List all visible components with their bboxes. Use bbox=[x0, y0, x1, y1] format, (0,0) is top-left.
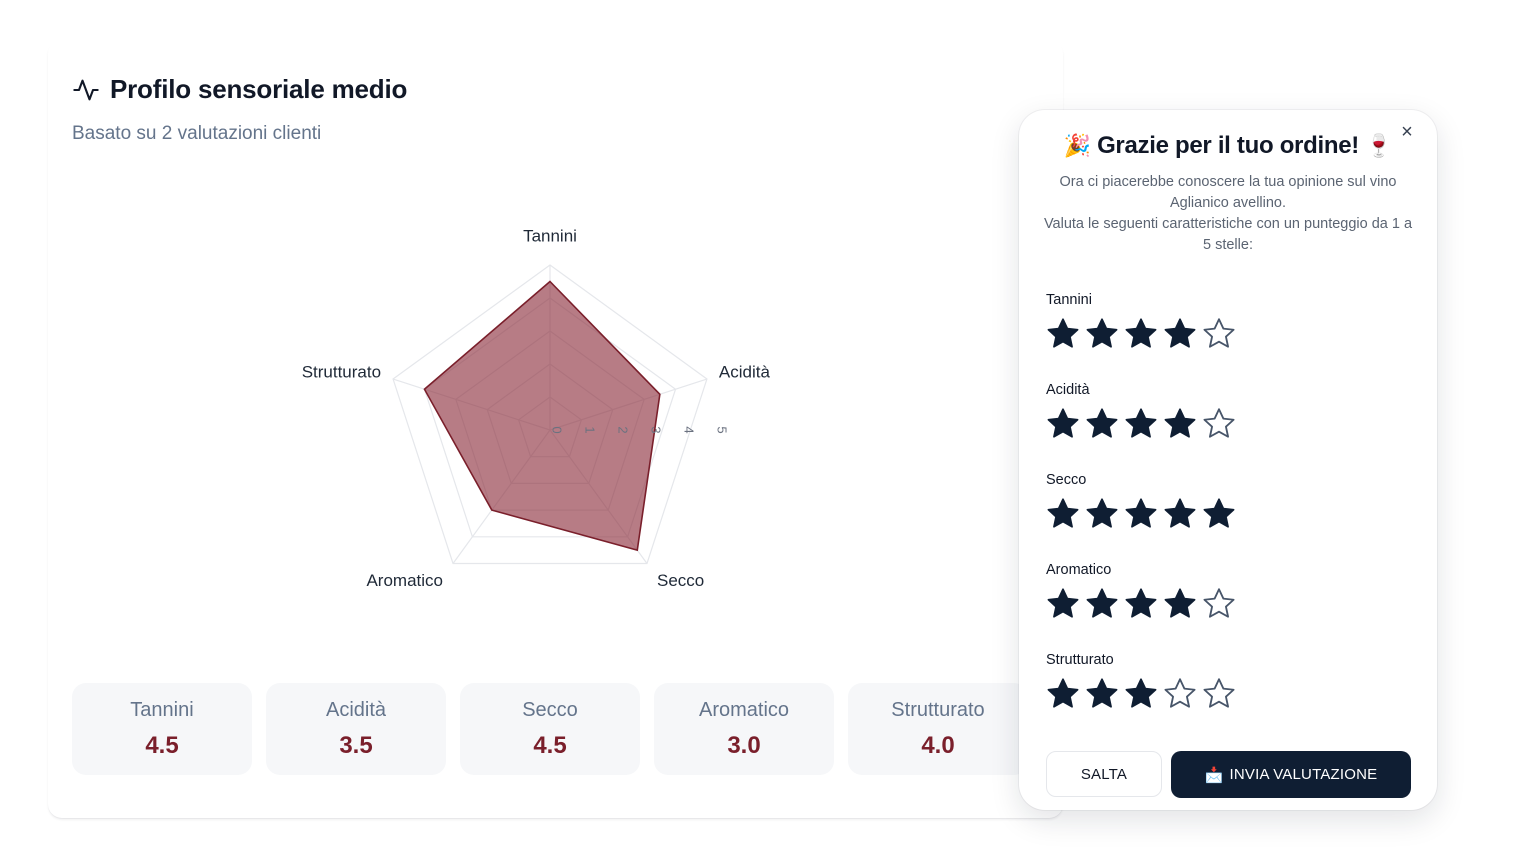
star-rating bbox=[1046, 407, 1236, 441]
star-filled-icon[interactable] bbox=[1124, 587, 1158, 621]
rating-criterion: Acidità bbox=[1046, 382, 1236, 441]
star-empty-icon[interactable] bbox=[1163, 677, 1197, 711]
rating-criterion-label: Acidità bbox=[1046, 382, 1090, 398]
radar-grid-ring bbox=[392, 264, 708, 565]
card-header: Profilo sensoriale medio Basato su 2 val… bbox=[72, 74, 407, 145]
radar-axis-label: Aromatico bbox=[366, 571, 443, 590]
modal-description: Ora ci piacerebbe conoscere la tua opini… bbox=[1041, 172, 1415, 256]
stat-value: 3.5 bbox=[339, 731, 373, 759]
radar-tick-label: 2 bbox=[616, 426, 631, 433]
radar-tick-label: 1 bbox=[583, 426, 598, 433]
stat-tile: Strutturato 4.0 bbox=[848, 683, 1028, 775]
rating-criterion: Aromatico bbox=[1046, 562, 1236, 621]
star-filled-icon[interactable] bbox=[1202, 497, 1236, 531]
skip-button[interactable]: SALTA bbox=[1046, 751, 1162, 797]
rating-criterion-label: Tannini bbox=[1046, 292, 1092, 308]
stat-value: 4.5 bbox=[145, 731, 179, 759]
star-filled-icon[interactable] bbox=[1046, 497, 1080, 531]
star-empty-icon[interactable] bbox=[1202, 317, 1236, 351]
stat-row: Tannini 4.5 Acidità 3.5 Secco 4.5 Aromatico 3.0… bbox=[72, 683, 1028, 775]
rating-criterion-label: Secco bbox=[1046, 472, 1087, 488]
star-filled-icon[interactable] bbox=[1124, 497, 1158, 531]
stat-value: 4.5 bbox=[533, 731, 567, 759]
radar-tick-label: 4 bbox=[682, 426, 697, 433]
close-icon[interactable]: × bbox=[1401, 121, 1413, 143]
modal-description-line-1: Ora ci piacerebbe conoscere la tua opini… bbox=[1059, 174, 1397, 211]
stat-tile: Secco 4.5 bbox=[460, 683, 640, 775]
stat-value: 4.0 bbox=[921, 731, 955, 759]
star-filled-icon[interactable] bbox=[1163, 587, 1197, 621]
radar-tick-label: 5 bbox=[715, 426, 730, 433]
rating-modal: × 🎉 Grazie per il tuo ordine! 🍷 Ora ci p… bbox=[1019, 110, 1437, 810]
star-filled-icon[interactable] bbox=[1085, 317, 1119, 351]
star-filled-icon[interactable] bbox=[1085, 677, 1119, 711]
star-filled-icon[interactable] bbox=[1085, 407, 1119, 441]
stat-label: Tannini bbox=[130, 698, 194, 721]
page-subtitle: Basato su 2 valutazioni clienti bbox=[72, 123, 322, 144]
star-filled-icon[interactable] bbox=[1046, 587, 1080, 621]
radar-tick-label: 3 bbox=[649, 426, 664, 433]
star-empty-icon[interactable] bbox=[1202, 587, 1236, 621]
rating-criterion-label: Strutturato bbox=[1046, 652, 1114, 668]
envelope-icon: 📩 bbox=[1204, 766, 1224, 784]
radar-chart: 0 1 2 3 4 5 Tannini Acidità Secco Aromatico Strutt… bbox=[302, 226, 771, 590]
radar-data-area bbox=[423, 280, 661, 552]
page-title: Profilo sensoriale medio bbox=[110, 74, 408, 104]
stat-tile: Acidità 3.5 bbox=[266, 683, 446, 775]
submit-rating-button[interactable]: 📩 INVIA VALUTAZIONE bbox=[1171, 751, 1411, 798]
star-filled-icon[interactable] bbox=[1163, 497, 1197, 531]
title-row: Profilo sensoriale medio bbox=[72, 74, 407, 105]
rating-criterion-label: Aromatico bbox=[1046, 562, 1112, 578]
wine-glass-icon: 🍷 bbox=[1365, 133, 1393, 158]
modal-title-text: Grazie per il tuo ordine! bbox=[1097, 132, 1359, 159]
star-filled-icon[interactable] bbox=[1163, 317, 1197, 351]
star-filled-icon[interactable] bbox=[1046, 677, 1080, 711]
star-filled-icon[interactable] bbox=[1085, 587, 1119, 621]
rating-criterion: Tannini bbox=[1046, 292, 1236, 351]
radar-axis-label: Tannini bbox=[523, 226, 577, 245]
stat-tile: Tannini 4.5 bbox=[72, 683, 252, 775]
stat-value: 3.0 bbox=[727, 731, 761, 759]
stat-label: Acidità bbox=[325, 698, 387, 721]
star-filled-icon[interactable] bbox=[1085, 497, 1119, 531]
stat-label: Strutturato bbox=[891, 698, 985, 721]
star-rating bbox=[1046, 677, 1236, 711]
sensory-profile-card: Profilo sensoriale medio Basato su 2 val… bbox=[48, 40, 1063, 818]
star-empty-icon[interactable] bbox=[1202, 677, 1236, 711]
star-filled-icon[interactable] bbox=[1046, 317, 1080, 351]
stat-label: Aromatico bbox=[698, 698, 790, 721]
star-rating bbox=[1046, 317, 1236, 351]
submit-rating-label: INVIA VALUTAZIONE bbox=[1229, 766, 1378, 783]
star-rating bbox=[1046, 587, 1236, 621]
star-filled-icon[interactable] bbox=[1124, 407, 1158, 441]
star-filled-icon[interactable] bbox=[1163, 407, 1197, 441]
stat-label: Secco bbox=[522, 698, 578, 721]
modal-description-line-2: Valuta le seguenti caratteristiche con u… bbox=[1043, 216, 1413, 253]
radar-axis-label: Secco bbox=[657, 571, 704, 590]
star-filled-icon[interactable] bbox=[1124, 677, 1158, 711]
party-popper-icon: 🎉 bbox=[1063, 133, 1091, 158]
radar-axis-label: Acidità bbox=[719, 362, 771, 381]
rating-criterion: Strutturato bbox=[1046, 652, 1236, 711]
star-empty-icon[interactable] bbox=[1202, 407, 1236, 441]
stat-tile: Aromatico 3.0 bbox=[654, 683, 834, 775]
radar-tick-label: 0 bbox=[550, 426, 565, 433]
radar-axis-label: Strutturato bbox=[302, 362, 381, 381]
star-filled-icon[interactable] bbox=[1124, 317, 1158, 351]
modal-title: 🎉 Grazie per il tuo ordine! 🍷 bbox=[1019, 132, 1437, 160]
star-rating bbox=[1046, 497, 1236, 531]
activity-pulse-icon bbox=[73, 79, 99, 100]
rating-criterion: Secco bbox=[1046, 472, 1236, 531]
star-filled-icon[interactable] bbox=[1046, 407, 1080, 441]
